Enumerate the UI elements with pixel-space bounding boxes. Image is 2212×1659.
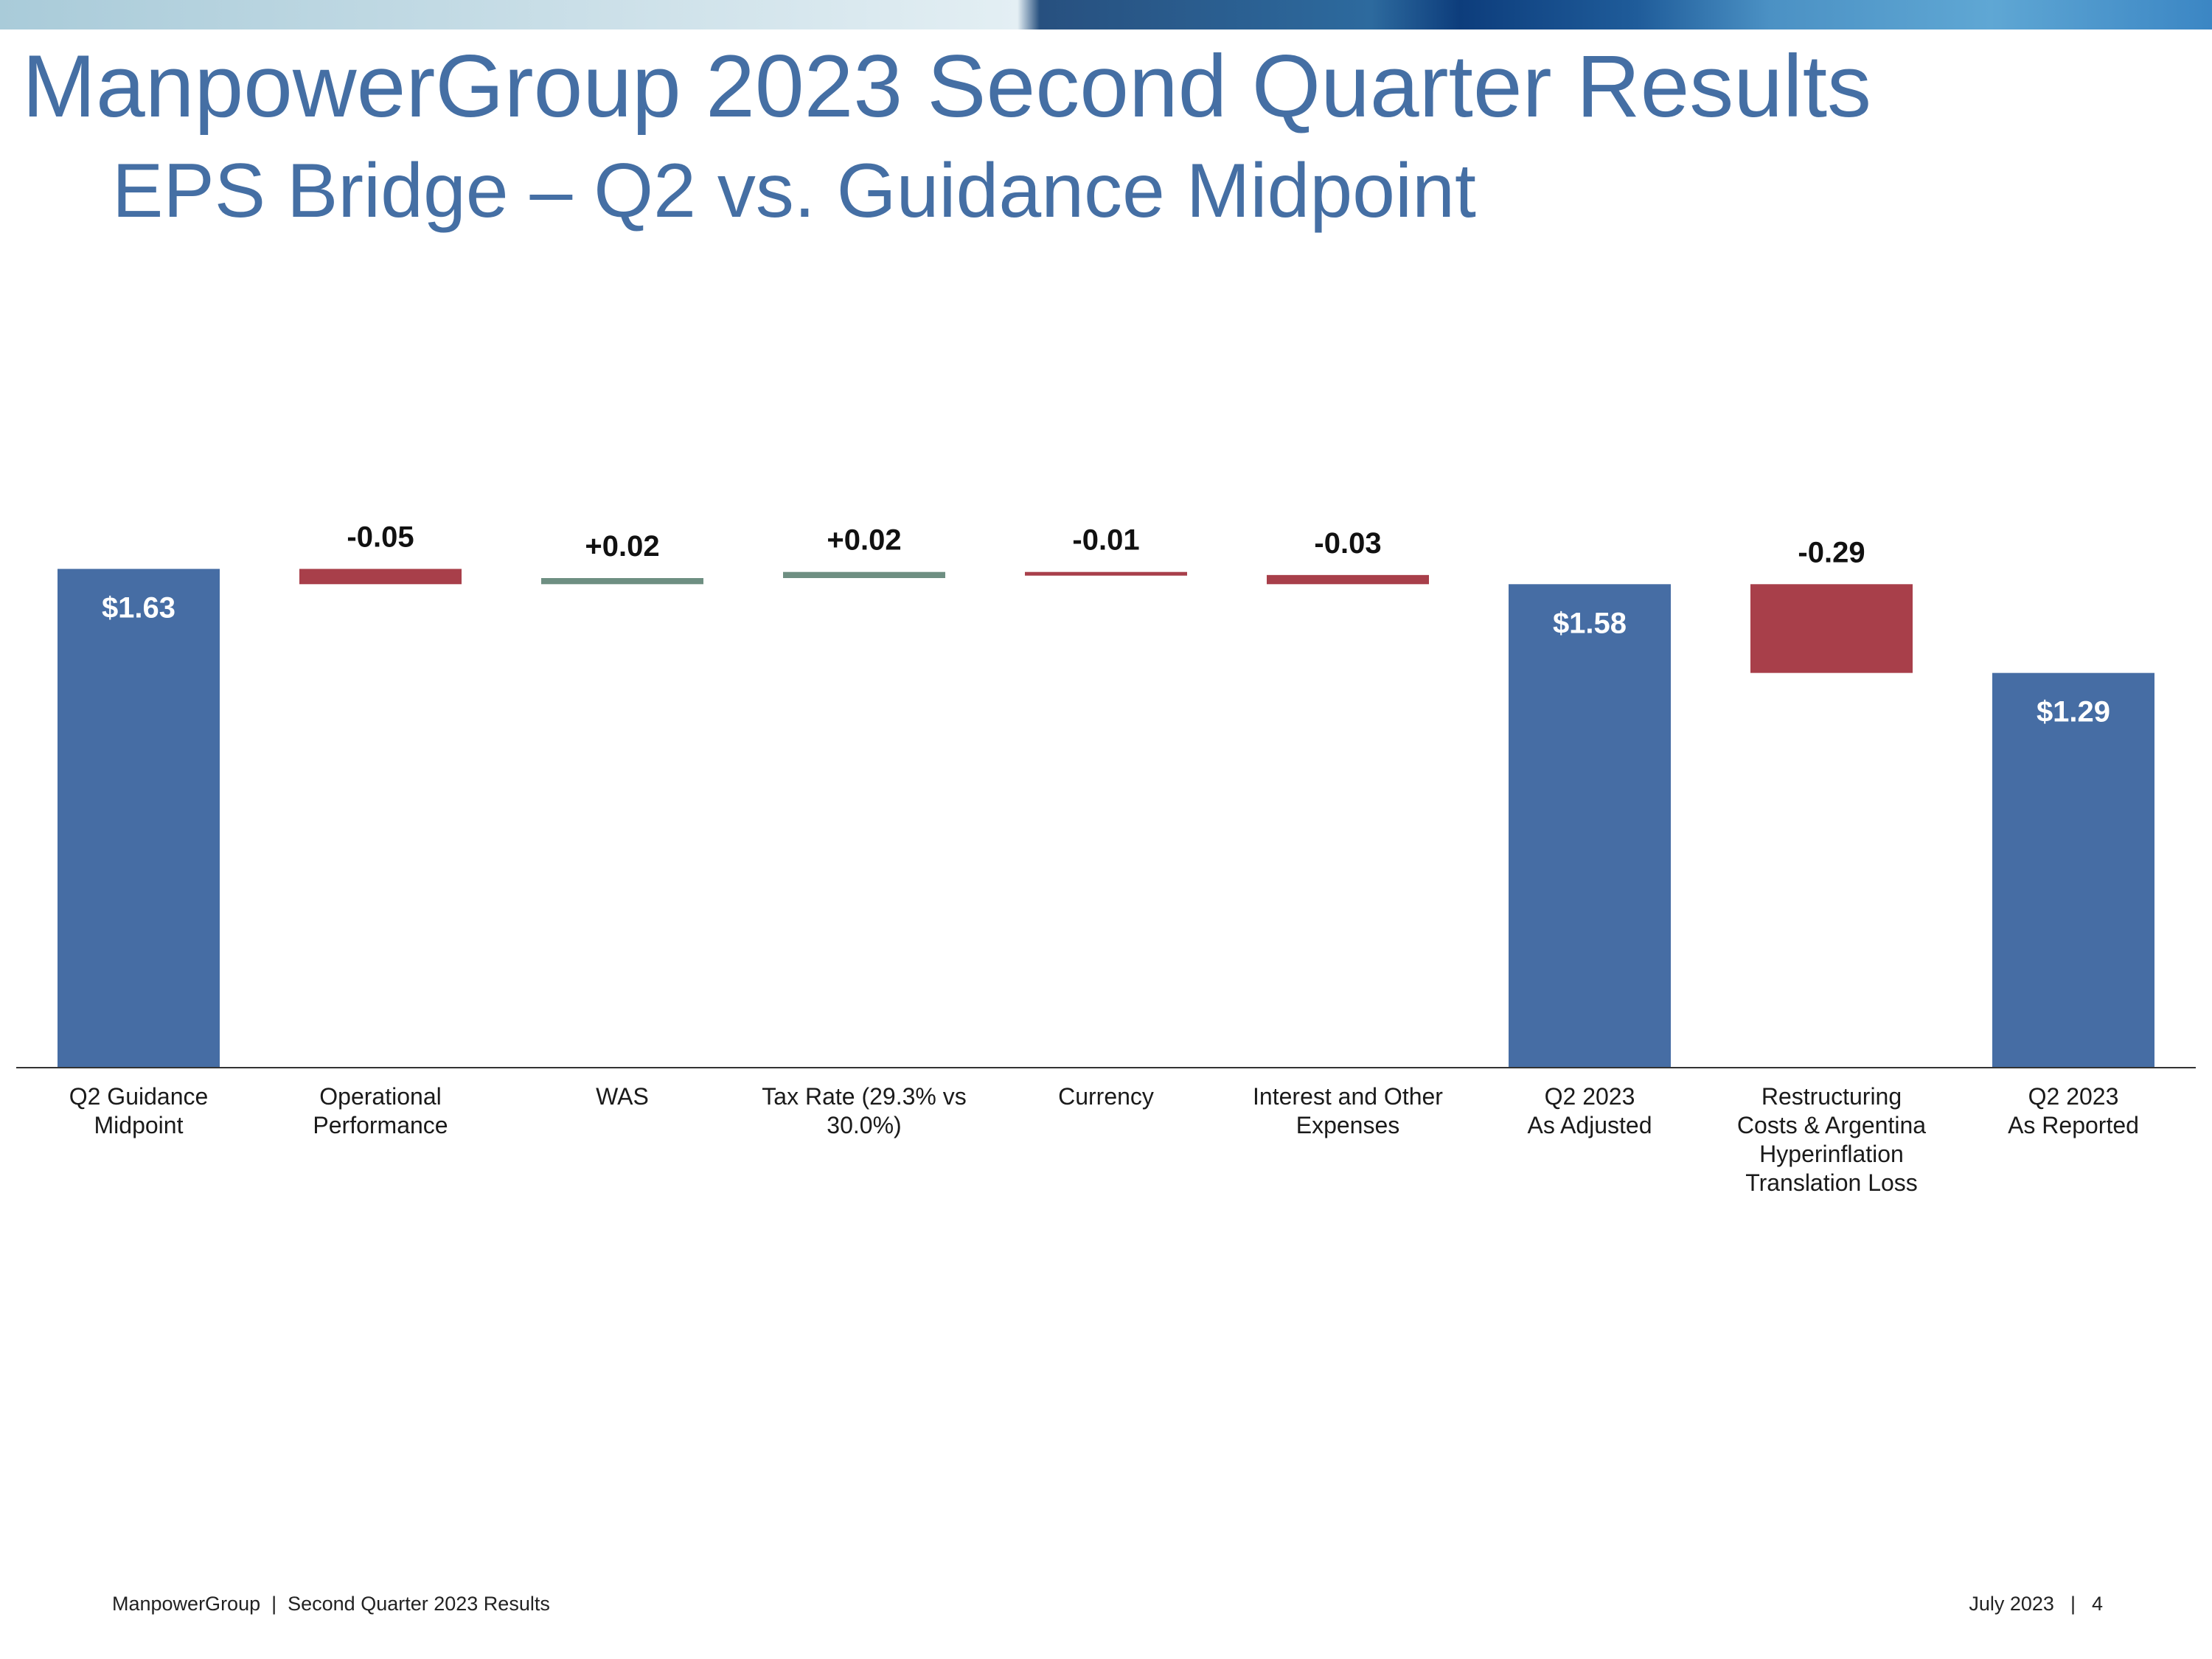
category-label-3-0: Tax Rate (29.3% vs xyxy=(762,1083,966,1110)
category-label-0-1: Midpoint xyxy=(94,1112,184,1138)
bar-5 xyxy=(1267,574,1429,585)
category-label-7-0: Restructuring xyxy=(1761,1083,1902,1110)
footer-right: July 2023 | 4 xyxy=(1969,1593,2103,1615)
value-label-6: $1.58 xyxy=(1553,607,1627,639)
bar-6 xyxy=(1509,584,1671,1068)
bar-1 xyxy=(299,568,462,585)
header-gradient-band xyxy=(0,0,2212,29)
value-label-7: -0.29 xyxy=(1798,536,1865,568)
footer-page-number: 4 xyxy=(2091,1593,2103,1615)
bar-7 xyxy=(1750,584,1913,673)
category-label-7-3: Translation Loss xyxy=(1745,1169,1918,1196)
category-label-8-0: Q2 2023 xyxy=(2028,1083,2119,1110)
value-label-8: $1.29 xyxy=(2037,696,2110,728)
value-label-3: +0.02 xyxy=(827,524,901,557)
value-label-4: -0.01 xyxy=(1072,524,1139,557)
category-label-0-0: Q2 Guidance xyxy=(69,1083,209,1110)
category-label-8-1: As Reported xyxy=(2008,1112,2139,1138)
category-label-5-1: Expenses xyxy=(1296,1112,1400,1138)
category-label-2-0: WAS xyxy=(596,1083,649,1110)
category-label-3-1: 30.0%) xyxy=(827,1112,901,1138)
value-label-0: $1.63 xyxy=(102,592,175,625)
category-label-1-1: Performance xyxy=(313,1112,448,1138)
category-label-7-2: Hyperinflation xyxy=(1759,1141,1904,1167)
bar-4 xyxy=(1025,571,1187,576)
bar-3 xyxy=(783,571,945,578)
category-label-4-0: Currency xyxy=(1058,1083,1154,1110)
footer-date: July 2023 xyxy=(1969,1593,2054,1615)
category-label-5-0: Interest and Other xyxy=(1253,1083,1443,1110)
bars-layer xyxy=(58,568,2154,1068)
category-label-1-0: Operational xyxy=(319,1083,441,1110)
page-title: ManpowerGroup 2023 Second Quarter Result… xyxy=(22,37,1872,136)
bar-8 xyxy=(1992,672,2154,1068)
value-label-5: -0.03 xyxy=(1314,527,1381,560)
footer-separator: | xyxy=(2070,1593,2076,1615)
category-label-7-1: Costs & Argentina xyxy=(1737,1112,1926,1138)
footer-left: ManpowerGroup | Second Quarter 2023 Resu… xyxy=(112,1593,550,1615)
value-label-1: -0.05 xyxy=(347,521,414,554)
page-subtitle: EPS Bridge – Q2 vs. Guidance Midpoint xyxy=(112,148,1476,234)
category-label-6-0: Q2 2023 xyxy=(1545,1083,1635,1110)
bar-0 xyxy=(58,568,220,1068)
value-label-2: +0.02 xyxy=(585,530,659,563)
bar-2 xyxy=(541,578,703,585)
category-label-6-1: As Adjusted xyxy=(1528,1112,1652,1138)
